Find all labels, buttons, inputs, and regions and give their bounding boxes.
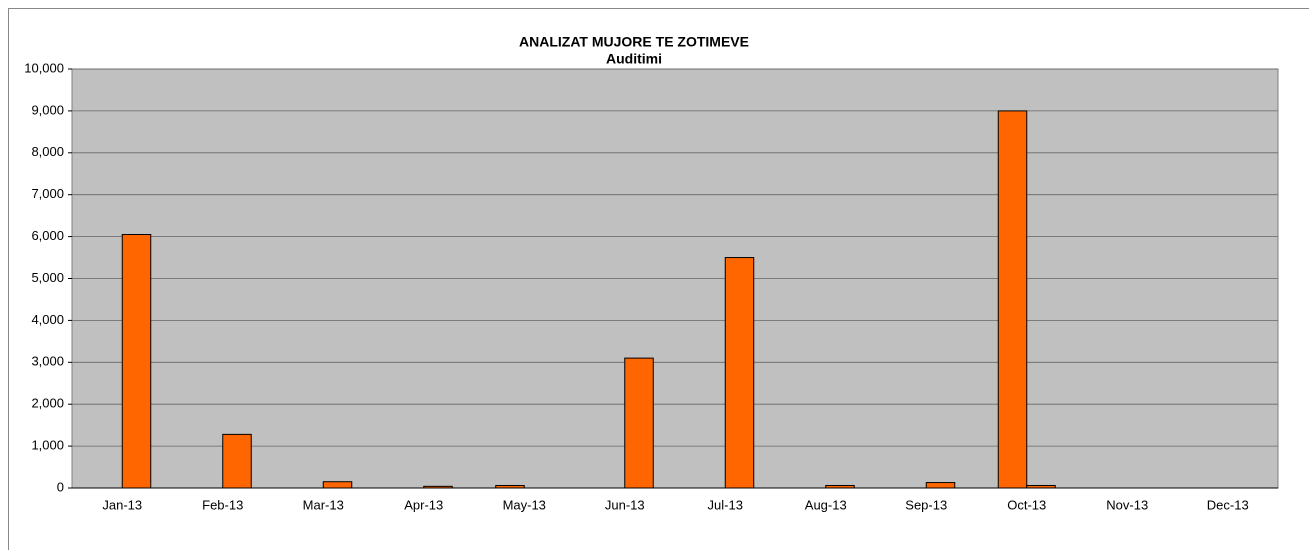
y-tick-label: 0 — [57, 479, 64, 494]
bar — [825, 484, 855, 489]
x-tick-label: Aug-13 — [805, 497, 847, 512]
x-tick-label: Dec-13 — [1207, 497, 1249, 512]
bar — [997, 110, 1028, 489]
x-tick-label: Feb-13 — [202, 497, 243, 512]
x-tick-label: Jul-13 — [708, 497, 743, 512]
y-tick-label: 9,000 — [31, 102, 64, 117]
x-tick-label: Jan-13 — [102, 497, 142, 512]
x-tick-label: Mar-13 — [303, 497, 344, 512]
y-tick-label: 5,000 — [31, 270, 64, 285]
x-tick-label: Oct-13 — [1007, 497, 1046, 512]
x-tick-label: Sep-13 — [905, 497, 947, 512]
x-tick-label: Nov-13 — [1106, 497, 1148, 512]
y-tick-label: 7,000 — [31, 186, 64, 201]
y-tick-label: 10,000 — [24, 60, 64, 75]
y-tick-label: 3,000 — [31, 354, 64, 369]
y-tick-label: 1,000 — [31, 438, 64, 453]
chart-subtitle: Auditimi — [606, 51, 662, 67]
y-tick-label: 4,000 — [31, 312, 64, 327]
chart-title: ANALIZAT MUJORE TE ZOTIMEVE — [519, 34, 749, 50]
bar — [121, 234, 152, 489]
bar — [423, 485, 453, 489]
bar — [322, 481, 353, 489]
y-tick-label: 8,000 — [31, 144, 64, 159]
bar — [222, 433, 252, 489]
bar — [724, 257, 755, 489]
x-tick-label: May-13 — [503, 497, 546, 512]
bar — [624, 357, 654, 489]
x-tick-label: Apr-13 — [404, 497, 443, 512]
bar — [925, 482, 956, 489]
y-tick-label: 6,000 — [31, 228, 64, 243]
y-tick-label: 2,000 — [31, 396, 64, 411]
x-tick-label: Jun-13 — [605, 497, 645, 512]
bar — [1026, 484, 1056, 489]
bar — [495, 484, 525, 489]
